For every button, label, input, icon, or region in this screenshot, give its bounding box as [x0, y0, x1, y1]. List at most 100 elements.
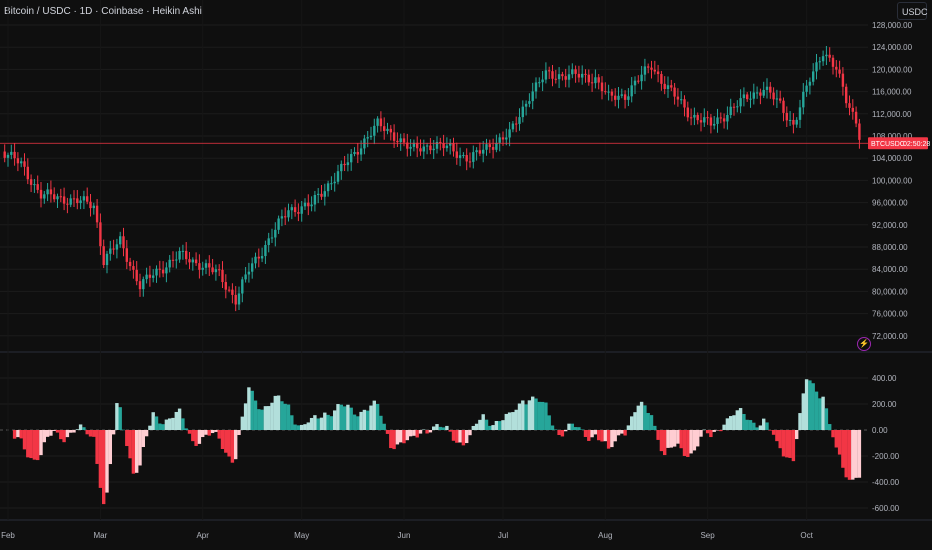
- candle-body: [290, 207, 293, 211]
- osc-bar: [432, 426, 436, 430]
- osc-bar: [75, 429, 79, 430]
- candle-body: [72, 198, 76, 200]
- candle-body: [241, 279, 244, 294]
- candle-body: [386, 128, 389, 131]
- candle-body: [224, 282, 227, 290]
- price-tick-label: 108,000.00: [872, 132, 913, 141]
- osc-bar: [854, 430, 858, 478]
- osc-bar: [59, 430, 63, 440]
- candle-body: [231, 289, 234, 295]
- candle-body: [759, 92, 762, 96]
- osc-bar: [676, 430, 680, 444]
- osc-bar: [42, 430, 46, 443]
- candle-body: [772, 92, 775, 100]
- candle-body: [89, 201, 92, 209]
- osc-bar: [540, 401, 545, 430]
- osc-bar: [851, 430, 855, 480]
- candle-body: [244, 274, 247, 280]
- osc-bar: [234, 430, 238, 460]
- osc-bar: [276, 395, 281, 430]
- osc-bar: [408, 430, 413, 437]
- candle-body: [640, 74, 643, 82]
- oscillator: [12, 379, 862, 505]
- candle-body: [379, 118, 383, 127]
- osc-bar: [765, 422, 769, 430]
- osc-bar: [154, 416, 159, 430]
- candle-body: [175, 259, 178, 261]
- candle-body: [449, 143, 452, 146]
- osc-bar: [168, 418, 172, 430]
- candle-body: [435, 141, 439, 149]
- candle-body: [442, 143, 445, 149]
- candle-body: [798, 107, 802, 120]
- osc-bar: [356, 416, 360, 430]
- osc-bar: [725, 418, 730, 430]
- candle-body: [633, 80, 637, 86]
- osc-bar: [663, 430, 667, 456]
- candle-body: [630, 85, 633, 97]
- lightning-icon[interactable]: ⚡: [857, 337, 871, 351]
- candle-body: [673, 87, 676, 97]
- osc-bar: [405, 430, 409, 441]
- candle-body: [353, 152, 356, 155]
- osc-bar: [531, 396, 535, 430]
- candle-body: [39, 189, 43, 199]
- osc-bar: [735, 410, 739, 430]
- osc-bar: [785, 430, 789, 458]
- candle-body: [16, 158, 20, 164]
- time-tick-label: Apr: [196, 531, 209, 540]
- candle-body: [544, 70, 548, 80]
- candle-body: [746, 94, 749, 100]
- osc-bar: [128, 430, 132, 459]
- candle-body: [49, 189, 53, 195]
- candle-body: [254, 256, 257, 264]
- candle-body: [452, 143, 455, 152]
- candle-body: [317, 193, 320, 195]
- osc-bar: [204, 430, 208, 435]
- osc-bar: [583, 430, 588, 437]
- osc-bar: [230, 430, 235, 463]
- osc-bar: [511, 412, 515, 430]
- candle-body: [656, 71, 660, 75]
- osc-bar: [666, 430, 670, 448]
- currency-button[interactable]: USDC: [897, 2, 928, 20]
- candle-body: [524, 103, 528, 107]
- osc-bar: [39, 430, 43, 456]
- osc-tick-label: 400.00: [872, 374, 897, 383]
- candle-body: [670, 85, 673, 88]
- price-badge-symbol: BTCUSDC: [871, 141, 905, 148]
- candle-body: [396, 140, 399, 143]
- osc-bar: [138, 430, 142, 466]
- candle-body: [416, 142, 419, 149]
- candle-body: [369, 135, 373, 138]
- osc-bar: [818, 398, 822, 430]
- candle-body: [693, 114, 696, 118]
- osc-bar: [333, 410, 337, 430]
- osc-bar: [385, 430, 390, 434]
- osc-bar: [263, 406, 268, 430]
- osc-bar: [379, 415, 383, 430]
- osc-bar: [131, 430, 136, 474]
- candle-body: [465, 155, 468, 162]
- osc-bar: [336, 404, 340, 430]
- osc-bar: [382, 423, 386, 430]
- candle-body: [729, 106, 732, 115]
- candle-body: [152, 275, 155, 278]
- osc-bar: [738, 408, 743, 430]
- candle-body: [280, 216, 284, 219]
- osc-bar: [451, 430, 456, 441]
- candle-body: [782, 100, 785, 113]
- candle-body: [56, 196, 59, 200]
- osc-bar: [214, 430, 218, 432]
- osc-bar: [481, 414, 485, 430]
- osc-bar: [22, 430, 27, 450]
- candle-body: [610, 91, 614, 96]
- candle-body: [165, 267, 168, 274]
- osc-bar: [646, 413, 650, 430]
- price-tick-label: 76,000.00: [872, 310, 908, 319]
- candle-body: [429, 145, 432, 151]
- candle-body: [115, 244, 119, 250]
- osc-bar: [597, 430, 601, 441]
- candle-body: [792, 119, 795, 125]
